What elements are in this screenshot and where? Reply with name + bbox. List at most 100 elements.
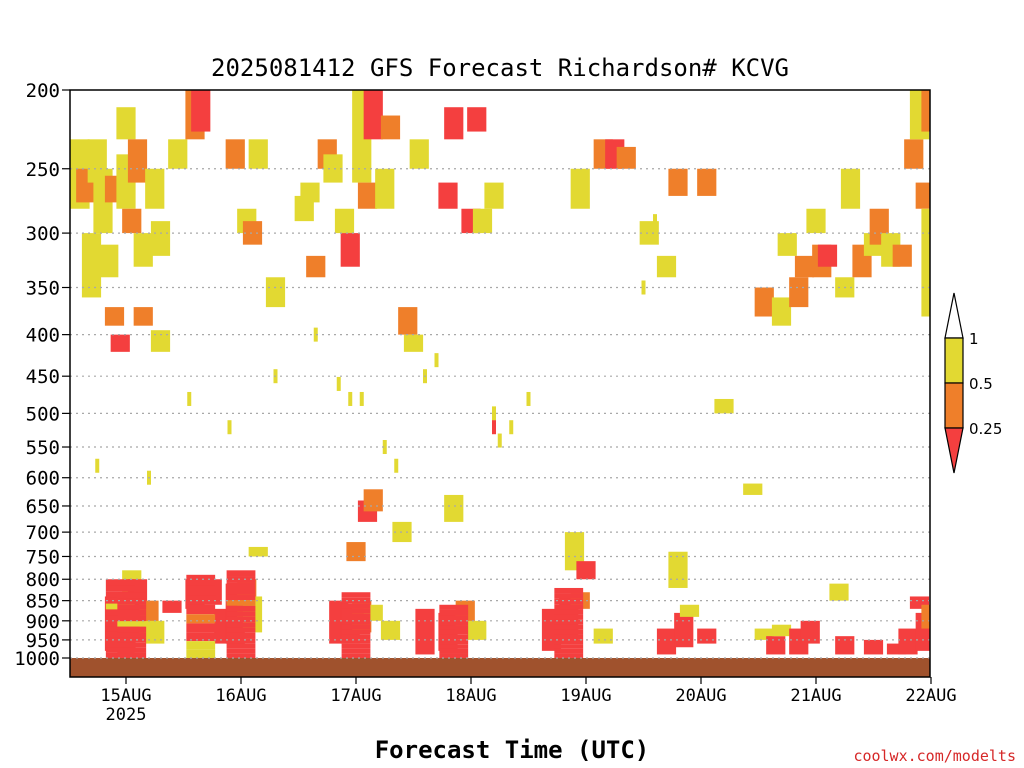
colorbar-level-label: 0.25	[969, 420, 1002, 438]
ri-cell	[863, 639, 884, 655]
ri-cell	[341, 648, 371, 654]
y-tick-label: 800	[26, 569, 60, 591]
ri-cell	[554, 624, 584, 630]
ri-cell	[186, 632, 216, 642]
ri-cell	[117, 652, 147, 658]
ri-cell	[313, 327, 318, 342]
ri-cell	[829, 583, 849, 601]
ri-cell	[334, 208, 355, 234]
x-tick-label: 17AUG	[330, 686, 381, 706]
ri-cell	[415, 608, 435, 655]
ri-cell	[656, 255, 677, 278]
ri-cell	[226, 622, 256, 628]
ri-cell	[754, 287, 774, 317]
ri-cell	[554, 593, 584, 599]
ri-cell	[439, 604, 469, 610]
ri-cell	[668, 551, 688, 588]
ri-cell	[467, 107, 487, 132]
ri-cell	[835, 636, 855, 655]
ri-cell	[226, 648, 256, 654]
ground-band	[70, 658, 930, 677]
ri-cell	[117, 647, 147, 653]
ri-cell	[394, 458, 399, 473]
y-tick-label: 900	[26, 611, 60, 633]
ri-cell	[242, 221, 263, 245]
ri-cell	[554, 634, 584, 640]
ri-cell	[225, 139, 245, 169]
ri-cell	[554, 609, 584, 615]
ri-cell	[840, 168, 861, 209]
colorbar-level-label: 1	[969, 330, 979, 348]
ri-cell	[472, 208, 493, 234]
ri-cell	[226, 638, 256, 644]
ri-cell	[439, 620, 469, 626]
ri-cell	[117, 615, 147, 622]
ri-cell	[403, 334, 424, 352]
ri-cell	[921, 604, 930, 629]
ri-cell	[226, 632, 256, 639]
ri-cell	[668, 168, 688, 196]
ri-cell	[341, 639, 371, 644]
ri-cell	[653, 214, 657, 229]
ri-cell	[616, 146, 636, 169]
y-tick-label: 850	[26, 591, 60, 613]
ri-cell	[127, 139, 148, 183]
ri-cell	[341, 624, 371, 630]
ri-cell	[467, 620, 487, 640]
ri-cell	[227, 420, 232, 435]
ri-cell	[554, 587, 584, 594]
ri-cell	[679, 604, 700, 617]
ground-fill	[70, 658, 930, 677]
ri-cell	[226, 570, 256, 577]
ri-cell	[336, 376, 341, 391]
ri-cell	[439, 648, 469, 654]
ri-cell	[186, 623, 216, 633]
ri-cell	[226, 627, 256, 633]
ri-cell	[766, 636, 786, 655]
y-tick-label: 600	[26, 468, 60, 490]
ri-cell	[105, 579, 135, 586]
ri-cell	[226, 616, 256, 623]
ri-cell	[187, 391, 192, 406]
y-tick-label: 750	[26, 546, 60, 568]
ri-cell	[341, 643, 371, 649]
ri-cell	[150, 221, 171, 256]
ri-cell	[341, 619, 371, 625]
ri-cell	[226, 643, 256, 649]
x-tick-label: 15AUG	[100, 686, 151, 706]
ri-cell	[439, 634, 469, 640]
ri-cell	[714, 398, 734, 414]
ri-cell	[117, 632, 147, 638]
x-axis-label: Forecast Time (UTC)	[375, 736, 650, 764]
ri-cell	[186, 595, 216, 605]
ri-cell	[341, 603, 371, 609]
ri-cell	[484, 182, 504, 209]
ri-cell	[434, 353, 439, 368]
ri-cell	[104, 307, 125, 326]
ri-cell	[439, 644, 469, 649]
y-tick-label: 450	[26, 366, 60, 388]
ri-cell	[554, 639, 584, 645]
ri-cell	[576, 561, 596, 580]
ri-cell	[162, 600, 182, 613]
ri-cell	[117, 626, 147, 633]
y-tick-label: 1000	[14, 648, 60, 670]
chart-title: 2025081412 GFS Forecast Richardson# KCVG	[211, 54, 789, 82]
ri-cell	[226, 594, 256, 601]
ri-cell	[191, 90, 211, 132]
ri-cell	[168, 139, 188, 169]
ri-cell	[554, 629, 584, 635]
ri-cell	[99, 244, 119, 278]
pressure-axis: 200 250 300 350 400 450 500 550 600 650 7007508008…	[14, 80, 70, 670]
ri-cell	[656, 628, 677, 655]
ri-cell	[439, 629, 469, 635]
colorbar-bottom-arrow	[944, 427, 964, 474]
ri-cell	[248, 546, 268, 557]
y-tick-label: 950	[26, 630, 60, 652]
ri-cell	[341, 592, 371, 598]
ri-cell	[341, 597, 371, 604]
x-tick-label: 20AUG	[675, 686, 726, 706]
ri-cell	[226, 582, 256, 589]
ri-cell	[117, 621, 147, 627]
ri-cell	[526, 391, 531, 406]
